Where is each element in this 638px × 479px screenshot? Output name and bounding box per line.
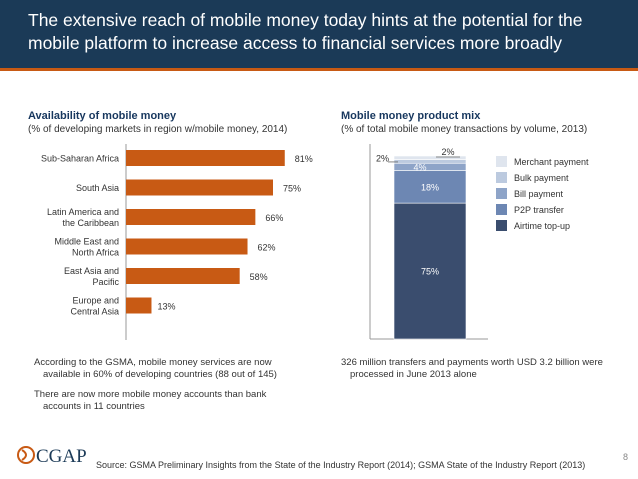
- bar-3: [126, 209, 256, 225]
- bar-1: [126, 150, 285, 166]
- legend-label: Bill payment: [514, 189, 564, 199]
- legend-swatch: [496, 188, 507, 199]
- category-label-4-line-2: North Africa: [72, 248, 119, 258]
- right-bullets: 326 million transfers and payments worth…: [341, 357, 611, 389]
- cgap-logo-mark: CGAP: [17, 446, 87, 467]
- availability-chart-title: Availability of mobile money: [28, 110, 177, 122]
- product-mix-subtitle: (% of total mobile money transactions by…: [341, 124, 588, 135]
- bar-4: [126, 238, 248, 255]
- availability-chart-subtitle: (% of developing markets in region w/mob…: [28, 124, 288, 135]
- category-label-3-line-2: the Caribbean: [62, 218, 119, 228]
- left-bullets: According to the GSMA, mobile money serv…: [34, 357, 306, 421]
- legend-swatch: [496, 204, 507, 215]
- category-label-1: Sub-Saharan Africa: [41, 154, 119, 164]
- legend-label: P2P transfer: [514, 205, 564, 215]
- bar-6: [126, 297, 152, 314]
- segment-airtime-top-up: [393, 202, 467, 340]
- category-label-4-line-1: Middle East and: [54, 237, 119, 247]
- bar-value-label-4: 62%: [258, 243, 276, 253]
- segment-merchant-payment: [393, 155, 467, 160]
- page-number: 8: [622, 452, 628, 462]
- category-label-2: South Asia: [76, 183, 119, 193]
- category-label-5-line-2: Pacific: [92, 277, 119, 287]
- bar-value-label-1: 81%: [295, 154, 313, 164]
- category-label-6-line-1: Europe and: [72, 296, 119, 306]
- segment-label-1: 75%: [421, 267, 439, 277]
- availability-bar-chart: 81% Sub-Saharan Africa 75% South Asia 66% Lat…: [41, 144, 313, 340]
- cgap-logo: CGAP: [16, 443, 96, 472]
- bar-value-label-2: 75%: [283, 184, 301, 194]
- product-mix-title: Mobile money product mix: [341, 110, 481, 122]
- legend-label: Airtime top-up: [514, 221, 571, 231]
- legend-swatch: [496, 220, 507, 231]
- legend-item-p2p-transfer: P2P transfer: [496, 204, 589, 216]
- legend-label: Bulk payment: [514, 173, 569, 183]
- slide-title: The extensive reach of mobile money toda…: [28, 10, 583, 53]
- bar-value-label-5: 58%: [250, 272, 268, 282]
- segment-label-3: 4%: [413, 162, 426, 172]
- legend-swatch: [496, 156, 507, 167]
- legend-item-bill-payment: Bill payment: [496, 188, 589, 200]
- accent-rule: [0, 68, 638, 71]
- category-label-5-line-1: East Asia and: [64, 266, 119, 276]
- category-label-3-line-1: Latin America and: [47, 207, 119, 217]
- bar-5: [126, 268, 240, 284]
- legend-swatch: [496, 172, 507, 183]
- segment-bill-payment: [393, 162, 467, 171]
- product-mix-legend: Merchant payment Bulk payment Bill payment…: [496, 156, 589, 236]
- legend-item-airtime-top-up: Airtime top-up: [496, 220, 589, 232]
- source-note: Source: GSMA Preliminary Insights from t…: [96, 460, 586, 470]
- legend-item-merchant-payment: Merchant payment: [496, 156, 589, 168]
- left-bullet-2: There are now more mobile money accounts…: [34, 389, 267, 412]
- segment-bulk-payment: [393, 159, 467, 164]
- product-mix-stacked-bar: 75% 18% 4% 2% 2%: [369, 144, 488, 340]
- legend-label: Merchant payment: [514, 157, 589, 167]
- left-bullet-1: According to the GSMA, mobile money serv…: [34, 357, 277, 380]
- segment-label-4: 2%: [376, 154, 389, 164]
- bar-value-label-3: 66%: [265, 213, 283, 223]
- segment-label-2: 18%: [421, 182, 439, 192]
- bar-2: [126, 179, 273, 196]
- title-banner: The extensive reach of mobile money toda…: [0, 0, 638, 68]
- bar-value-label-6: 13%: [157, 302, 175, 312]
- svg-text:CGAP: CGAP: [36, 446, 87, 467]
- right-bullet-1: 326 million transfers and payments worth…: [341, 357, 603, 380]
- legend-item-bulk-payment: Bulk payment: [496, 172, 589, 184]
- segment-label-5: 2%: [441, 147, 454, 157]
- category-label-6-line-2: Central Asia: [70, 307, 119, 317]
